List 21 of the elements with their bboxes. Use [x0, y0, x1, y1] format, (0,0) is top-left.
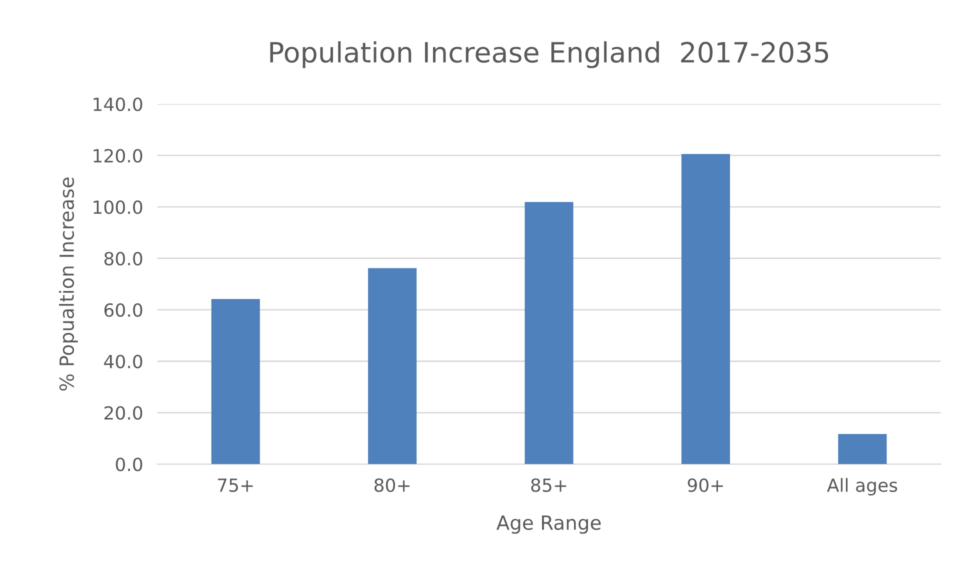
bar [524, 202, 574, 464]
x-tick-label: 85+ [531, 478, 566, 492]
y-tick-label: 100.0 [94, 200, 142, 214]
x-tick-label: 90+ [688, 478, 723, 492]
chart-title: Population Increase England 2017-2035 [270, 41, 828, 68]
y-tick-label: 140.0 [94, 98, 142, 112]
x-tick-label: All ages [826, 478, 898, 496]
y-tick-label: 20.0 [104, 406, 142, 420]
y-tick-label: 60.0 [104, 303, 142, 317]
bar [681, 154, 730, 464]
x-tick-label: 75+ [218, 478, 253, 492]
y-tick-label: 80.0 [104, 252, 142, 266]
y-tick-label: 40.0 [104, 354, 142, 368]
bar [838, 434, 887, 464]
x-axis-title: Age Range [496, 516, 601, 534]
y-tick-label: 0.0 [116, 458, 142, 472]
bar [211, 299, 260, 464]
y-axis-title: % Popualtion Increase [58, 177, 78, 391]
y-tick-label: 120.0 [94, 148, 142, 163]
x-tick-label: 80+ [374, 478, 410, 492]
bar [368, 268, 417, 464]
